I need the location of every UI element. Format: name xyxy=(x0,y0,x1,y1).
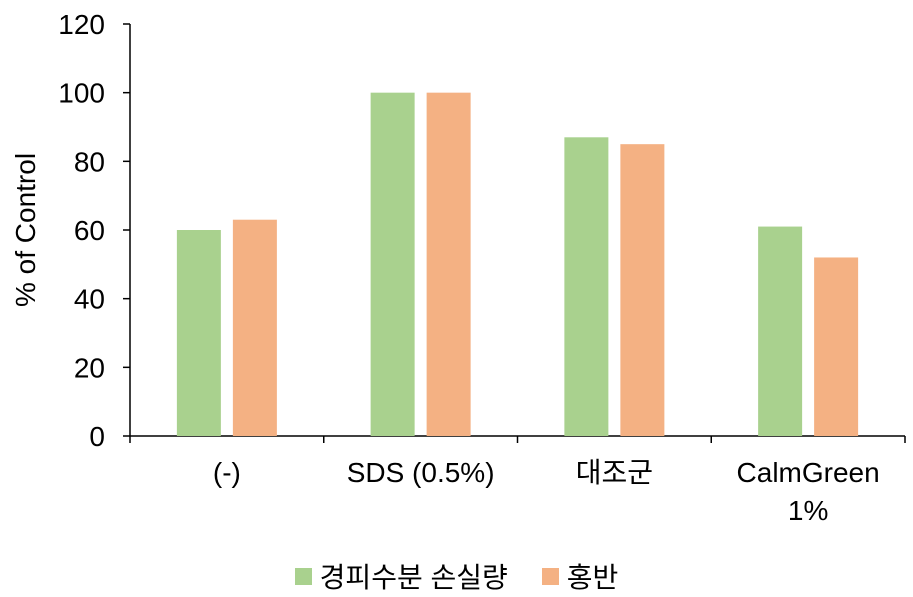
bar-erythema xyxy=(814,257,859,436)
bar-tewl xyxy=(564,137,609,437)
y-tick-label: 100 xyxy=(58,78,105,109)
legend: 경피수분 손실량 홍반 xyxy=(0,556,913,596)
y-tick-label: 0 xyxy=(89,421,105,452)
y-axis: 0 20 40 60 80 100 120 xyxy=(58,9,131,452)
legend-item-erythema: 홍반 xyxy=(541,556,619,596)
bar-tewl xyxy=(370,92,415,437)
x-category-label: 1% xyxy=(788,495,828,526)
legend-swatch-tewl xyxy=(294,567,312,585)
legend-item-tewl: 경피수분 손실량 xyxy=(294,556,508,596)
bar-erythema xyxy=(426,92,471,437)
y-tick-label: 40 xyxy=(74,284,105,315)
x-category-label: 대조군 xyxy=(576,457,653,488)
y-tick-label: 20 xyxy=(74,352,105,383)
bar-tewl xyxy=(758,226,803,436)
y-axis-title: % of Control xyxy=(10,153,41,307)
x-category-label: CalmGreen xyxy=(737,457,880,488)
x-category-label: SDS (0.5%) xyxy=(347,457,495,488)
y-tick-label: 80 xyxy=(74,146,105,177)
legend-label-tewl: 경피수분 손실량 xyxy=(319,562,508,593)
bar-erythema xyxy=(620,144,665,436)
y-tick-label: 120 xyxy=(58,9,105,40)
legend-label-erythema: 홍반 xyxy=(566,562,619,593)
x-axis: (-) SDS (0.5%) 대조군 CalmGreen 1% xyxy=(129,435,906,526)
bars-group xyxy=(176,92,859,437)
bar-tewl xyxy=(176,230,221,436)
y-tick-label: 60 xyxy=(74,215,105,246)
legend-swatch-erythema xyxy=(541,567,559,585)
bar-erythema xyxy=(232,219,277,436)
x-category-label: (-) xyxy=(213,457,241,488)
